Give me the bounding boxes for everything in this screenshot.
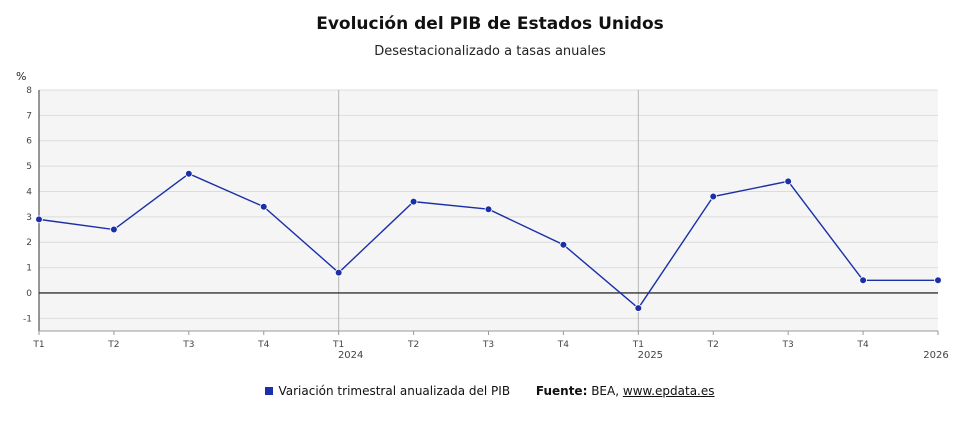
x-tick-label: T3 [182, 340, 194, 350]
data-point [709, 192, 718, 201]
chart-title: Evolución del PIB de Estados Unidos [316, 14, 664, 34]
y-tick-label: 1 [26, 264, 32, 274]
y-tick-label: 2 [26, 238, 32, 248]
y-axis-label: % [16, 70, 26, 83]
year-label: 2024 [338, 350, 363, 361]
source-text: BEA, [591, 384, 620, 398]
x-tick-label: T1 [332, 340, 344, 350]
legend: Variación trimestral anualizada del PIB … [0, 384, 980, 398]
x-tick-label: T3 [782, 340, 794, 350]
data-point [409, 197, 418, 206]
data-point [259, 202, 268, 211]
y-tick-label: 5 [26, 162, 32, 172]
data-point [35, 215, 43, 224]
plot-area: -1 0 1 2 3 4 5 6 7 8 T1 T2 T3 T4 T1 T2 T3 T4 T1 T2 T3 T4 2024 2… [23, 86, 949, 361]
x-tick-label: T1 [32, 340, 44, 350]
y-tick-label: -1 [23, 314, 32, 324]
chart-subtitle: Desestacionalizado a tasas anuales [374, 44, 606, 59]
x-tick-label: T2 [407, 340, 419, 350]
data-point [784, 177, 792, 186]
data-point [859, 276, 867, 285]
source-link[interactable]: www.epdata.es [622, 384, 715, 398]
data-point [934, 276, 942, 285]
legend-series-label[interactable]: Variación trimestral anualizada del PIB [278, 384, 511, 398]
data-point [559, 240, 568, 249]
data-point [110, 225, 118, 234]
x-tick-label: T2 [107, 340, 119, 350]
x-tick-label: T4 [557, 340, 569, 350]
y-tick-label: 3 [26, 213, 32, 223]
x-tick-label: T4 [257, 340, 269, 350]
source-note: Fuente: BEA, www.epdata.es [536, 384, 715, 398]
x-tick-label: T2 [707, 340, 719, 350]
year-label: 2026 [923, 350, 948, 361]
year-label: 2025 [638, 350, 663, 361]
data-point [334, 268, 343, 277]
data-point [484, 205, 493, 214]
x-tick-label: T3 [482, 340, 494, 350]
x-tick-label: T1 [632, 340, 644, 350]
y-tick-label: 8 [26, 86, 32, 96]
data-point [185, 169, 193, 178]
y-tick-label: 0 [26, 289, 32, 299]
data-point [634, 304, 643, 312]
y-tick-label: 7 [26, 111, 32, 121]
y-tick-label: 4 [26, 187, 32, 197]
y-tick-label: 6 [26, 137, 32, 147]
legend-swatch [265, 386, 274, 395]
x-tick-label: T4 [856, 340, 868, 350]
source-label: Fuente: [535, 384, 588, 398]
